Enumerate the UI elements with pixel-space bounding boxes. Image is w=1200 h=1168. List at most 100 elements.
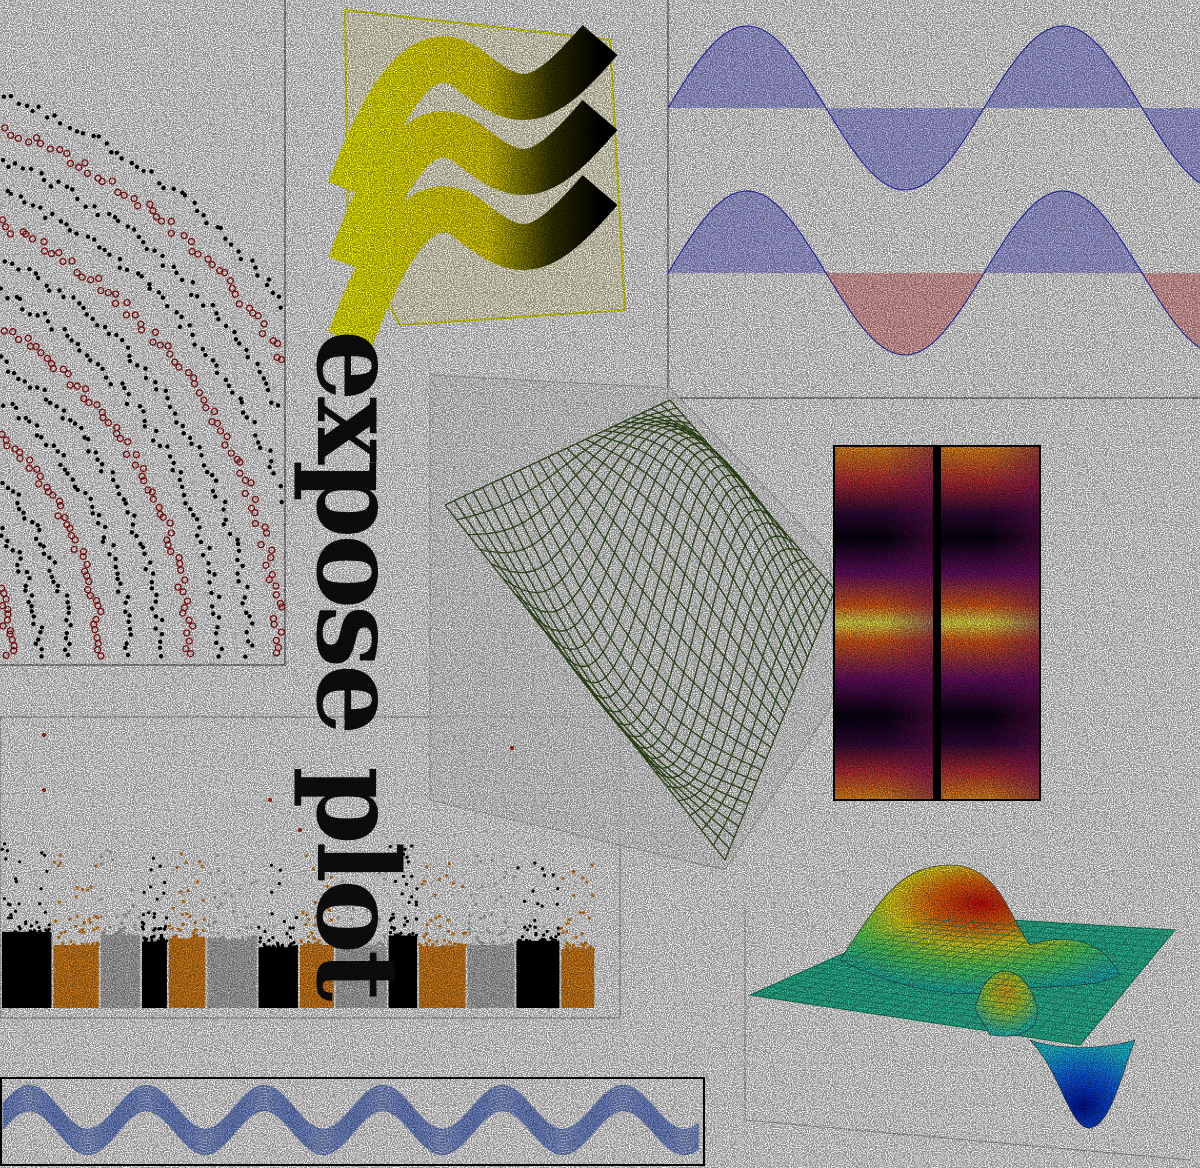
snp-dot xyxy=(221,935,225,939)
snp-dot xyxy=(153,927,157,931)
scatter-dot xyxy=(5,538,10,544)
snp-dot xyxy=(45,869,49,873)
scatter-dot xyxy=(127,358,133,364)
scatter-dot xyxy=(244,347,249,353)
snp-dot xyxy=(216,869,220,873)
snp-dot xyxy=(258,940,262,944)
scatter-dot xyxy=(43,215,48,221)
snp-dot xyxy=(175,865,179,870)
snp-dot xyxy=(109,850,113,854)
scatter-dot xyxy=(124,641,129,646)
snp-dot xyxy=(582,911,586,915)
scatter-dot xyxy=(115,571,120,576)
scatter-dot xyxy=(213,494,218,499)
scatter-dot xyxy=(84,353,90,358)
scatter-dot xyxy=(65,471,70,476)
scatter-dot xyxy=(171,460,176,466)
scatter-dot xyxy=(163,388,168,393)
snp-dot xyxy=(503,920,507,924)
snp-dot xyxy=(512,875,516,879)
scatter-dot xyxy=(116,491,122,497)
snp-dot xyxy=(118,927,122,931)
scatter-dot xyxy=(99,462,105,467)
scatter-dot xyxy=(67,228,73,233)
scatter-dot xyxy=(104,141,110,146)
scatter-dot xyxy=(90,511,96,516)
scatter-dot xyxy=(35,313,40,318)
scatter-dot xyxy=(20,307,25,312)
snp-dot xyxy=(246,936,250,940)
snp-dot xyxy=(43,910,48,915)
snp-dot xyxy=(491,941,495,946)
snp-dot xyxy=(490,858,494,863)
snp-dot xyxy=(591,894,595,898)
snp-dot xyxy=(179,852,183,856)
snp-hit xyxy=(42,733,46,737)
scatter-dot xyxy=(36,637,41,642)
scatter-dot xyxy=(47,288,52,293)
scatter-dot xyxy=(111,477,116,483)
scatter-dot xyxy=(45,319,51,324)
scatter-dot xyxy=(182,192,188,198)
scatter-dot xyxy=(41,177,47,183)
heat-divider xyxy=(933,446,941,800)
scatter-dot xyxy=(151,438,156,443)
scatter-dot xyxy=(149,586,155,591)
scatter-dot xyxy=(235,571,240,576)
scatter-dot xyxy=(16,569,21,574)
snp-dot xyxy=(533,861,537,865)
scatter-dot xyxy=(210,488,216,494)
scatter-dot xyxy=(49,327,54,332)
scatter-dot xyxy=(244,415,249,420)
snp-dot xyxy=(520,935,525,939)
scatter-dot xyxy=(271,471,276,476)
snp-dot xyxy=(3,842,7,846)
scatter-dot xyxy=(125,652,131,658)
scatter-dot xyxy=(144,246,149,252)
snp-dot xyxy=(103,928,107,932)
scatter-dot xyxy=(34,423,40,428)
scatter-dot xyxy=(123,645,128,650)
snp-dot xyxy=(5,849,9,853)
scatter-dot xyxy=(62,327,67,332)
snp-dot xyxy=(201,936,205,940)
scatter-dot xyxy=(149,169,154,174)
chrom-block xyxy=(2,931,52,1008)
scatter-dot xyxy=(223,499,228,505)
scatter-dot xyxy=(8,94,14,99)
snp-dot xyxy=(561,876,565,881)
scatter-dot xyxy=(200,346,205,352)
scatter-dot xyxy=(137,404,143,409)
snp-dot xyxy=(536,902,540,906)
scatter-dot xyxy=(5,295,10,301)
scatter-dot xyxy=(1,94,7,99)
scatter-dot xyxy=(160,253,165,259)
snp-dot xyxy=(127,910,131,914)
scatter-dot xyxy=(5,369,11,374)
scatter-dot xyxy=(246,639,251,644)
snp-dot xyxy=(425,932,429,936)
snp-dot xyxy=(245,926,249,930)
snp-dot xyxy=(201,928,205,932)
scatter-dot xyxy=(95,457,100,462)
snp-dot xyxy=(549,936,553,940)
scatter-dot xyxy=(15,562,20,568)
snp-dot xyxy=(587,916,591,920)
snp-dot xyxy=(458,943,462,947)
scatter-dot xyxy=(240,410,246,415)
snp-dot xyxy=(18,927,22,931)
scatter-dot xyxy=(124,401,130,407)
wave-band xyxy=(0,1077,705,1166)
scatter-dot xyxy=(167,404,173,410)
scatter-dot xyxy=(64,184,70,189)
scatter-dot xyxy=(209,604,215,609)
scatter-dot xyxy=(79,425,84,431)
scatter-dot xyxy=(136,271,141,276)
snp-dot xyxy=(162,891,166,895)
scatter-dot xyxy=(4,544,9,549)
scatter-dot xyxy=(109,150,114,155)
snp-dot xyxy=(200,864,204,869)
scatter-dot xyxy=(252,420,257,425)
chrom-block xyxy=(53,945,99,1008)
snp-dot xyxy=(267,938,271,943)
